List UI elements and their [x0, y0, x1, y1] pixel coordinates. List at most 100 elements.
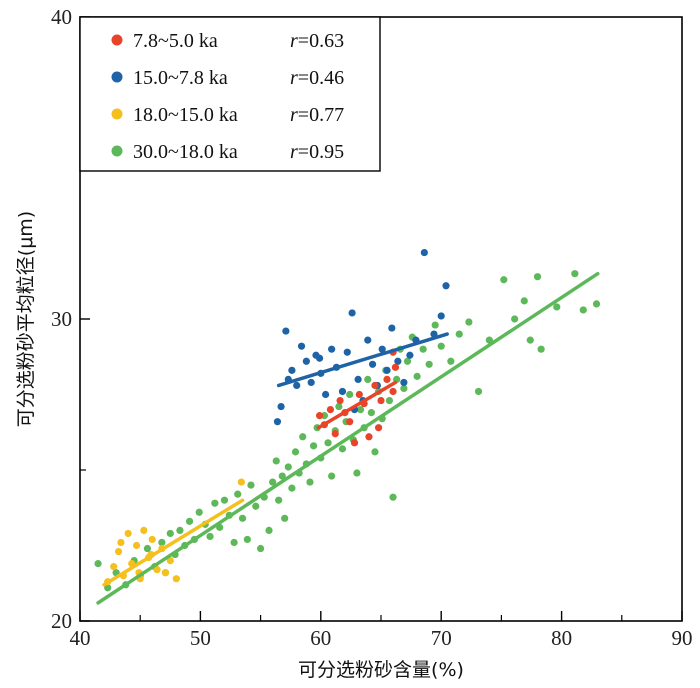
- point-30-0-18-0-ka: [389, 493, 397, 501]
- point-30-0-18-0-ka: [166, 529, 174, 538]
- fit-line-7-8-5-0-ka: [316, 380, 398, 430]
- legend-label-18-0-15-0-ka: 18.0~15.0 ka: [133, 104, 238, 126]
- point-30-0-18-0-ka: [299, 433, 307, 441]
- point-30-0-18-0-ka: [257, 544, 265, 553]
- point-30-0-18-0-ka: [431, 321, 439, 329]
- point-30-0-18-0-ka: [335, 402, 343, 411]
- point-30-0-18-0-ka: [403, 357, 412, 365]
- legend: 7.8~5.0 ka r=0.63 15.0~7.8 ka r=0.46 18.0~15…: [79, 16, 381, 172]
- point-30-0-18-0-ka: [220, 496, 229, 504]
- point-30-0-18-0-ka: [526, 336, 534, 344]
- point-18-0-15-0-ka: [117, 538, 125, 547]
- point-30-0-18-0-ka: [371, 448, 379, 456]
- x-tick-label: 40: [70, 626, 91, 650]
- point-7-8-5-0-ka: [374, 424, 383, 432]
- point-30-0-18-0-ka: [176, 526, 184, 535]
- y-axis-title: 可分选粉砂平均粒径(μm): [15, 211, 37, 427]
- y-tick-label: 40: [51, 5, 72, 29]
- point-30-0-18-0-ka: [356, 406, 365, 414]
- point-15-0-7-8-ka: [315, 354, 324, 362]
- point-30-0-18-0-ka: [537, 345, 545, 353]
- point-7-8-5-0-ka: [331, 430, 339, 438]
- point-18-0-15-0-ka: [114, 547, 123, 556]
- point-30-0-18-0-ka: [185, 517, 194, 525]
- legend-label-15-0-7-8-ka: 15.0~7.8 ka: [133, 67, 228, 89]
- y-tick-label: 20: [51, 609, 72, 633]
- legend-label-30-0-18-0-ka: 30.0~18.0 ka: [133, 141, 238, 163]
- point-30-0-18-0-ka: [306, 478, 314, 486]
- point-30-0-18-0-ka: [364, 375, 372, 383]
- x-tick-label: 60: [310, 626, 331, 650]
- point-30-0-18-0-ka: [413, 372, 421, 380]
- legend-r-15-0-7-8-ka: r=0.46: [290, 67, 344, 89]
- point-30-0-18-0-ka: [437, 342, 445, 350]
- point-15-0-7-8-ka: [364, 336, 372, 344]
- point-30-0-18-0-ka: [288, 484, 296, 492]
- point-30-0-18-0-ka: [520, 297, 528, 305]
- point-7-8-5-0-ka: [336, 396, 344, 405]
- point-15-0-7-8-ka: [293, 381, 301, 390]
- point-30-0-18-0-ka: [272, 457, 280, 465]
- point-15-0-7-8-ka: [442, 282, 450, 290]
- fit-lines: [96, 271, 600, 605]
- point-15-0-7-8-ka: [282, 327, 290, 335]
- point-30-0-18-0-ka: [338, 445, 347, 453]
- legend-label-7-8-5-0-ka: 7.8~5.0 ka: [133, 30, 218, 52]
- point-30-0-18-0-ka: [400, 384, 408, 393]
- point-7-8-5-0-ka: [383, 375, 391, 383]
- point-18-0-15-0-ka: [132, 541, 141, 550]
- point-7-8-5-0-ka: [371, 381, 379, 390]
- point-30-0-18-0-ka: [353, 469, 361, 477]
- point-30-0-18-0-ka: [94, 560, 102, 568]
- point-15-0-7-8-ka: [302, 357, 310, 365]
- point-30-0-18-0-ka: [579, 306, 587, 314]
- point-15-0-7-8-ka: [328, 345, 336, 353]
- point-15-0-7-8-ka: [297, 342, 306, 350]
- point-7-8-5-0-ka: [346, 418, 354, 426]
- point-18-0-15-0-ka: [148, 535, 156, 544]
- point-30-0-18-0-ka: [367, 409, 375, 417]
- point-15-0-7-8-ka: [437, 312, 445, 320]
- point-18-0-15-0-ka: [172, 575, 180, 583]
- y-tick-label: 30: [51, 307, 72, 331]
- point-15-0-7-8-ka: [378, 345, 386, 353]
- point-7-8-5-0-ka: [365, 433, 373, 441]
- legend-marker-18-0-15-0-ka: [111, 108, 123, 120]
- point-18-0-15-0-ka: [161, 569, 170, 577]
- point-15-0-7-8-ka: [354, 375, 362, 383]
- point-15-0-7-8-ka: [338, 387, 347, 396]
- point-15-0-7-8-ka: [400, 378, 408, 387]
- point-30-0-18-0-ka: [206, 532, 214, 541]
- point-30-0-18-0-ka: [533, 273, 542, 281]
- point-7-8-5-0-ka: [315, 412, 324, 420]
- point-30-0-18-0-ka: [238, 514, 247, 522]
- point-30-0-18-0-ka: [243, 535, 251, 544]
- point-30-0-18-0-ka: [465, 318, 473, 326]
- point-15-0-7-8-ka: [307, 378, 315, 387]
- point-15-0-7-8-ka: [288, 366, 296, 374]
- point-30-0-18-0-ka: [211, 499, 219, 507]
- point-30-0-18-0-ka: [291, 448, 300, 456]
- point-30-0-18-0-ka: [571, 270, 579, 278]
- point-30-0-18-0-ka: [281, 514, 289, 522]
- axis-tick-labels: 40 50 60 70 80 90 20 30 40: [51, 5, 693, 650]
- point-7-8-5-0-ka: [326, 406, 335, 414]
- point-30-0-18-0-ka: [247, 481, 255, 489]
- fit-line-18-0-15-0-ka: [102, 498, 245, 587]
- point-18-0-15-0-ka: [140, 526, 148, 535]
- point-18-0-15-0-ka: [237, 478, 245, 486]
- point-7-8-5-0-ka: [391, 363, 400, 371]
- point-30-0-18-0-ka: [328, 472, 336, 480]
- data-points: [94, 248, 601, 592]
- x-axis-title: 可分选粉砂含量(%): [298, 659, 464, 681]
- point-15-0-7-8-ka: [343, 348, 351, 356]
- point-30-0-18-0-ka: [474, 387, 483, 396]
- point-30-0-18-0-ka: [592, 300, 601, 308]
- point-15-0-7-8-ka: [348, 309, 356, 317]
- point-30-0-18-0-ka: [275, 496, 283, 504]
- point-30-0-18-0-ka: [230, 538, 238, 547]
- point-18-0-15-0-ka: [153, 566, 161, 574]
- point-30-0-18-0-ka: [252, 502, 260, 510]
- point-7-8-5-0-ka: [377, 396, 385, 405]
